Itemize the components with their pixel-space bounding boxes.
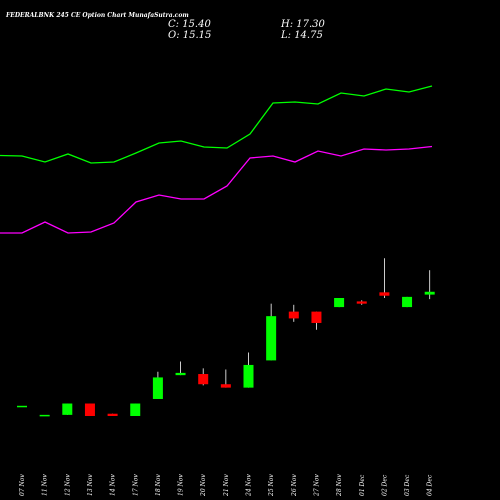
candle bbox=[220, 369, 231, 388]
candle-body bbox=[17, 405, 27, 408]
candle bbox=[356, 300, 367, 305]
candle-body bbox=[107, 413, 118, 416]
low-value: L: 14.75 bbox=[280, 30, 323, 41]
candle bbox=[39, 414, 50, 417]
candle-body bbox=[175, 372, 186, 376]
high-value: H: 17.30 bbox=[280, 19, 326, 30]
candle-body bbox=[198, 374, 209, 385]
date-label: 28 Nov bbox=[336, 474, 343, 497]
candle bbox=[198, 368, 209, 386]
date-label: 02 Dec bbox=[381, 474, 388, 496]
candle bbox=[266, 303, 277, 361]
candle bbox=[107, 413, 118, 416]
date-label: 11 Nov bbox=[42, 474, 49, 496]
date-label: 18 Nov bbox=[155, 474, 162, 496]
candle-body bbox=[130, 403, 141, 416]
date-label: 01 Dec bbox=[359, 474, 366, 496]
candle bbox=[130, 403, 141, 416]
date-label: 14 Nov bbox=[110, 474, 117, 496]
indicator-line-2 bbox=[0, 145, 433, 234]
candle bbox=[424, 270, 435, 300]
date-label: 26 Nov bbox=[291, 474, 298, 497]
date-label: 04 Dec bbox=[427, 474, 434, 496]
candle-body bbox=[311, 311, 322, 323]
date-label: 21 Nov bbox=[223, 474, 230, 497]
candle bbox=[379, 258, 390, 298]
date-label: 19 Nov bbox=[178, 474, 185, 496]
date-label: 13 Nov bbox=[87, 474, 94, 496]
candle-body bbox=[288, 311, 299, 319]
date-label: 12 Nov bbox=[64, 474, 71, 496]
candle bbox=[288, 304, 299, 322]
date-label: 17 Nov bbox=[132, 474, 139, 496]
candle-body bbox=[152, 377, 163, 399]
candle-body bbox=[356, 301, 367, 304]
date-label: 20 Nov bbox=[200, 474, 207, 497]
candle bbox=[243, 352, 254, 388]
candle-body bbox=[424, 291, 435, 295]
date-label: 03 Dec bbox=[404, 474, 411, 496]
candle-body bbox=[334, 298, 345, 308]
candle bbox=[402, 296, 413, 308]
chart-title: FEDERALBNK 245 CE Option Chart MunafaSut… bbox=[5, 12, 189, 19]
candle-body bbox=[243, 364, 254, 388]
candle-body bbox=[84, 403, 95, 416]
date-axis: 07 Nov 11 Nov 12 Nov 13 Nov 14 Nov 17 Nov 18 N… bbox=[19, 474, 434, 497]
indicator-lines bbox=[0, 85, 433, 234]
candle-body bbox=[62, 403, 73, 415]
candle bbox=[334, 298, 345, 308]
candle-body bbox=[402, 296, 413, 308]
candle-body bbox=[220, 384, 231, 388]
date-label: 07 Nov bbox=[19, 474, 26, 496]
candle bbox=[17, 405, 27, 408]
candle bbox=[311, 311, 322, 330]
close-value: C: 15.40 bbox=[168, 19, 211, 30]
candle-body bbox=[266, 316, 277, 361]
candle bbox=[152, 371, 163, 399]
candle-body bbox=[379, 292, 390, 296]
date-label: 25 Nov bbox=[268, 474, 275, 497]
open-value: O: 15.15 bbox=[168, 30, 211, 41]
indicator-line-1 bbox=[0, 85, 433, 164]
candles bbox=[17, 258, 435, 417]
candle bbox=[175, 361, 186, 376]
candle bbox=[84, 403, 95, 416]
date-label: 27 Nov bbox=[313, 474, 320, 497]
candle-body bbox=[39, 414, 50, 417]
candle bbox=[62, 403, 73, 415]
date-label: 24 Nov bbox=[246, 474, 253, 497]
